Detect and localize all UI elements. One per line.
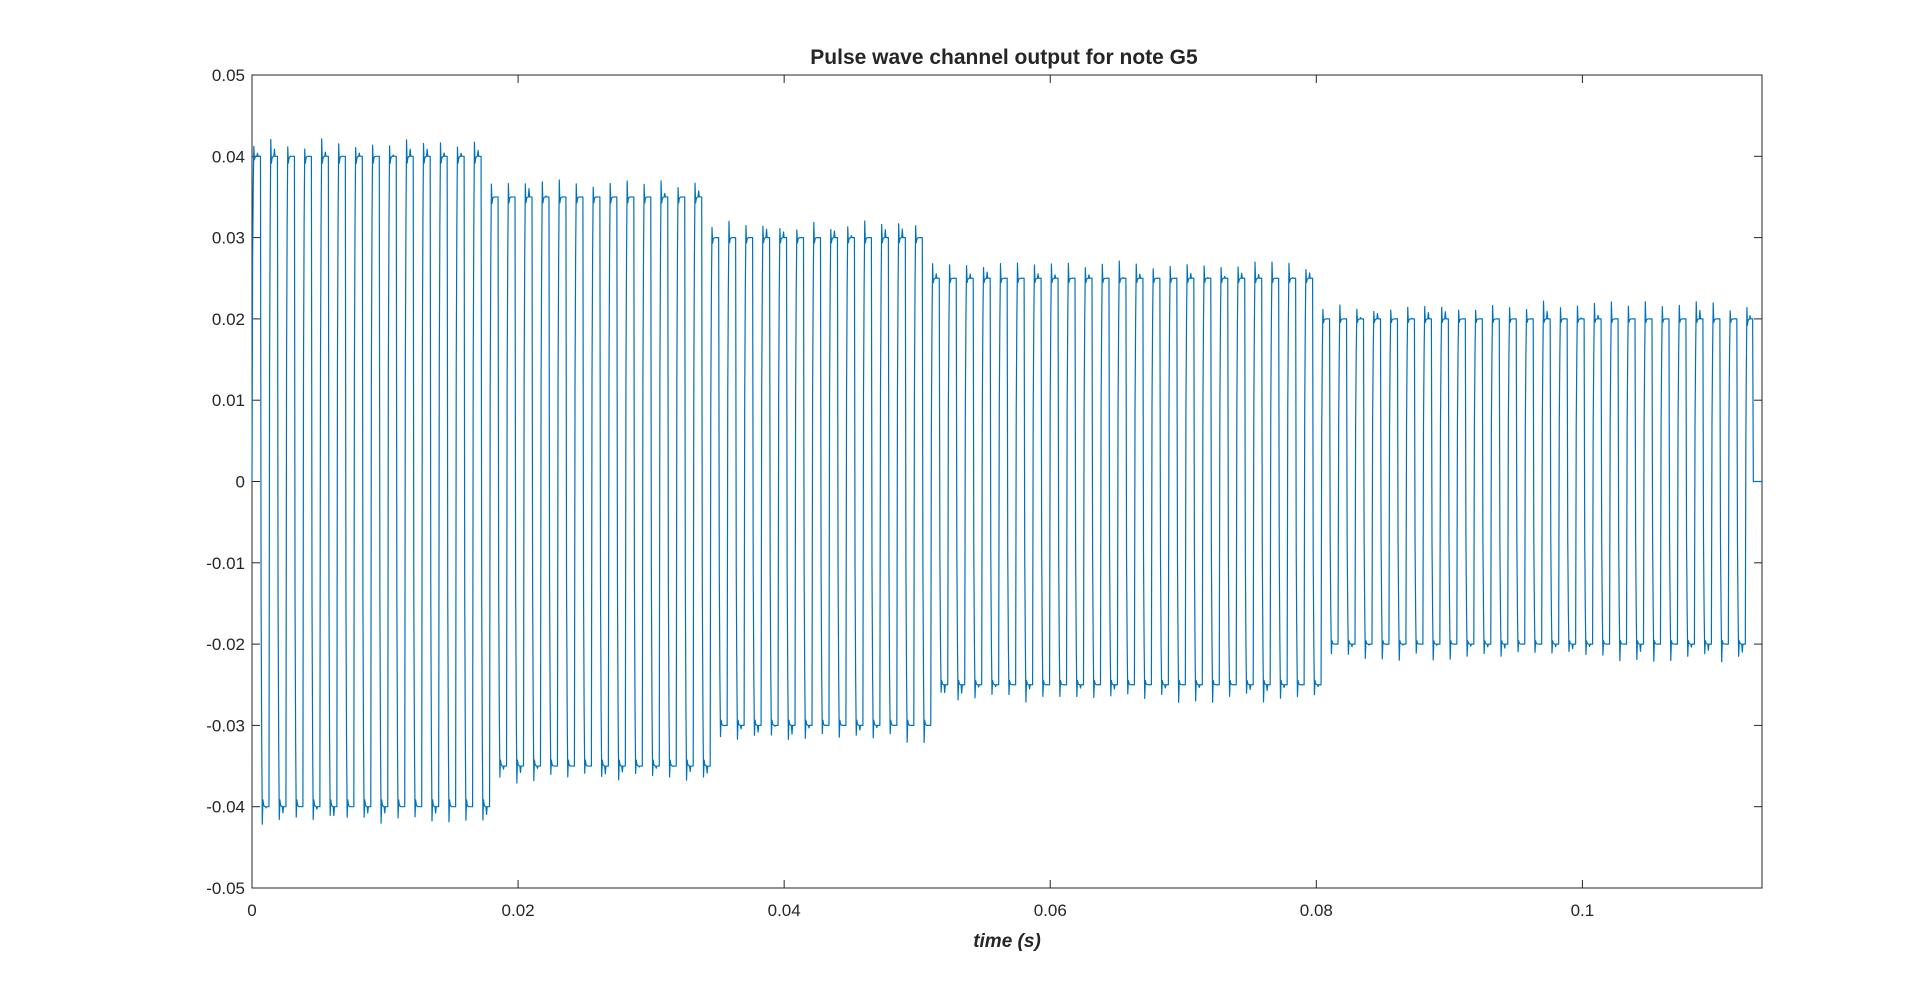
y-tick-label: -0.02 xyxy=(206,635,245,654)
series-line xyxy=(251,138,1762,825)
x-tick-label: 0.08 xyxy=(1300,901,1333,920)
y-tick-label: -0.01 xyxy=(206,554,245,573)
x-axis-label: time (s) xyxy=(973,931,1041,952)
y-tick-label: 0.04 xyxy=(212,147,245,166)
y-tick-label: 0.02 xyxy=(212,310,245,329)
y-tick-label: 0.05 xyxy=(212,66,245,85)
x-tick-label: 0 xyxy=(247,901,256,920)
y-tick-label: -0.03 xyxy=(206,716,245,735)
axis-ticks: 0 0.02 0.04 0.06 0.08 0.1 -0.05 -0.04 -0.03 -0.02… xyxy=(206,66,1762,920)
x-tick-label: 0.04 xyxy=(768,901,801,920)
chart-title: Pulse wave channel output for note G5 xyxy=(810,46,1198,69)
x-tick-label: 0.1 xyxy=(1571,901,1595,920)
y-tick-label: 0.01 xyxy=(212,391,245,410)
series-layer xyxy=(251,138,1762,825)
x-tick-label: 0.02 xyxy=(502,901,535,920)
y-tick-label: 0 xyxy=(236,473,245,492)
x-tick-label: 0.06 xyxy=(1034,901,1067,920)
y-tick-label: -0.04 xyxy=(206,798,245,817)
y-tick-label: -0.05 xyxy=(206,879,245,898)
y-tick-label: 0.03 xyxy=(212,229,245,248)
